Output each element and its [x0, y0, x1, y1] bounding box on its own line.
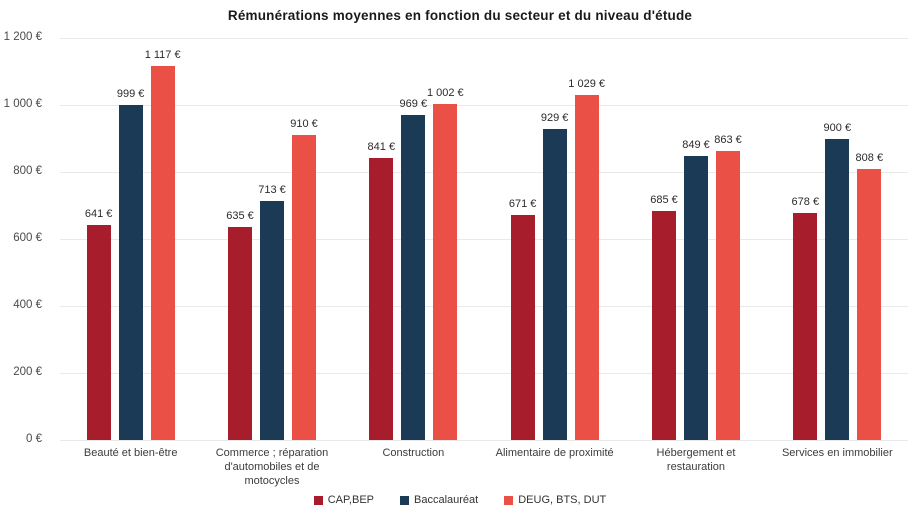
- y-tick-label: 1 200 €: [3, 31, 42, 43]
- bar-value-label: 1 002 €: [426, 87, 464, 100]
- y-tick-label: 600 €: [13, 232, 42, 244]
- bar: 863 €: [714, 134, 742, 440]
- bar-value-label: 635 €: [226, 210, 254, 223]
- y-tick-label: 800 €: [13, 165, 42, 177]
- legend-label: Baccalauréat: [414, 494, 479, 506]
- bar: 678 €: [792, 196, 819, 440]
- bar: 641 €: [85, 208, 112, 440]
- gridline: [60, 239, 908, 240]
- bar-value-label: 641 €: [84, 208, 113, 221]
- bar-value-label: 849 €: [682, 138, 710, 151]
- legend-item: Baccalauréat: [400, 494, 478, 506]
- gridline: [60, 38, 908, 39]
- plot-area: 0 € 200 € 400 € 600 € 800 € 1 000 € 1 200 € 641…: [4, 31, 908, 445]
- x-axis-category-labels: Beauté et bien-être Commerce ; réparation…: [60, 447, 908, 488]
- chart-title: Rémunérations moyennes en fonction du se…: [227, 8, 693, 23]
- category-label: Commerce ; réparation d'automobiles et d…: [215, 447, 329, 487]
- legend-swatch-icon: [504, 495, 514, 505]
- bar-group: 678 € 900 € 808 €: [767, 38, 908, 440]
- category-label: Beauté et bien-être: [83, 447, 178, 459]
- bar-value-label: 910 €: [290, 118, 318, 131]
- category-label: Construction: [382, 447, 445, 459]
- y-tick-label: 400 €: [13, 299, 42, 311]
- bar-value-label: 678 €: [791, 195, 820, 208]
- bar-value-label: 713 €: [258, 184, 286, 197]
- gridline: [60, 440, 908, 441]
- bar: 849 €: [682, 139, 710, 440]
- legend-item: CAP,BEP: [313, 494, 375, 506]
- category-label: Alimentaire de proximité: [495, 447, 614, 459]
- bar-value-label: 808 €: [855, 152, 884, 165]
- bar-group: 841 € 969 €1 002 €: [343, 38, 484, 440]
- gridline: [60, 373, 908, 374]
- legend-swatch-icon: [400, 495, 410, 505]
- gridline: [60, 105, 908, 106]
- bar: 1 117 €: [145, 49, 181, 440]
- bar: 900 €: [824, 122, 851, 440]
- bar-value-label: 863 €: [714, 133, 742, 146]
- legend-label: DEUG, BTS, DUT: [518, 494, 607, 506]
- bar-value-label: 841 €: [367, 141, 396, 154]
- bar-groups: 641 € 999 € 1 117 € 635 € 713 € 910 € 841 € 969…: [60, 38, 908, 440]
- bar: 713 €: [258, 184, 286, 440]
- y-tick-label: 0 €: [26, 433, 42, 445]
- bar-value-label: 671 €: [508, 198, 537, 211]
- bar-value-label: 1 029 €: [568, 78, 605, 91]
- bar: 1 029 €: [568, 78, 605, 440]
- bar: 671 €: [509, 198, 536, 440]
- legend-label: CAP,BEP: [327, 494, 375, 506]
- y-tick-label: 1 000 €: [3, 98, 42, 110]
- legend-swatch-icon: [313, 495, 323, 505]
- bar-value-label: 900 €: [823, 121, 852, 134]
- bar: 910 €: [290, 118, 318, 440]
- bar-value-label: 685 €: [650, 193, 678, 206]
- bar-value-label: 929 €: [540, 111, 569, 124]
- bar-group: 635 € 713 € 910 €: [201, 38, 342, 440]
- bar-group: 671 € 929 € 1 029 €: [484, 38, 625, 440]
- bar-value-label: 1 117 €: [144, 48, 181, 61]
- bar: 685 €: [650, 194, 678, 440]
- gridline: [60, 306, 908, 307]
- bar: 841 €: [368, 141, 395, 440]
- legend: CAP,BEP Baccalauréat DEUG, BTS, DUT: [0, 494, 920, 506]
- bar: 929 €: [541, 112, 568, 440]
- bar-value-label: 999 €: [116, 88, 145, 101]
- bar: 969 €: [400, 98, 427, 440]
- bar-value-label: 969 €: [399, 98, 428, 111]
- category-label: Services en immobilier: [781, 447, 893, 459]
- bar: 1 002 €: [427, 87, 464, 440]
- bar: 808 €: [856, 152, 883, 440]
- bar: 999 €: [117, 88, 144, 440]
- legend-item: DEUG, BTS, DUT: [504, 494, 606, 506]
- category-label: Hébergement et restauration: [656, 447, 736, 473]
- bar-group: 641 € 999 € 1 117 €: [60, 38, 201, 440]
- y-tick-label: 200 €: [13, 366, 42, 378]
- gridline: [60, 172, 908, 173]
- bar: 635 €: [226, 210, 254, 440]
- bar-group: 685 € 849 € 863 €: [625, 38, 766, 440]
